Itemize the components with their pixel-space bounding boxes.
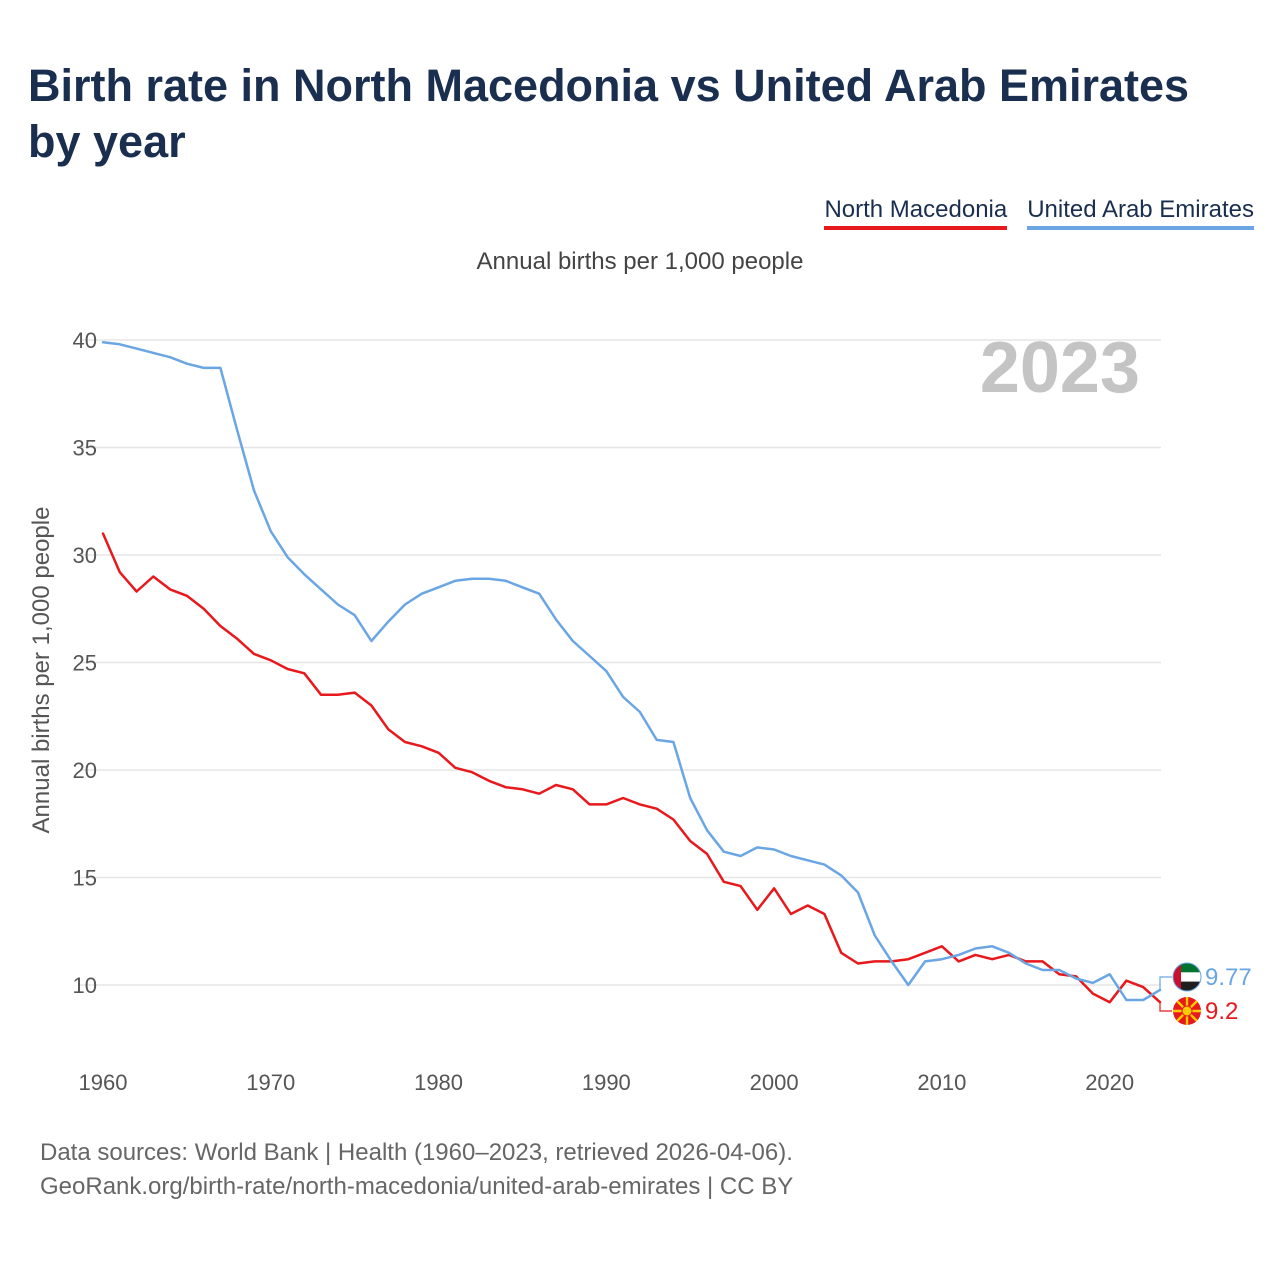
chart-subtitle: Annual births per 1,000 people <box>476 248 804 275</box>
gridlines <box>80 339 1161 986</box>
y-tick-label-25: 25 <box>73 651 97 676</box>
data-source-note: Data sources: World Bank | Health (1960–… <box>40 1139 793 1166</box>
y-tick-label-30: 30 <box>73 543 97 568</box>
x-tick-label-1970: 1970 <box>246 1070 295 1095</box>
y-axis-ticks: 10 15 20 25 30 35 40 <box>73 328 97 998</box>
series-line-north-macedonia <box>101 532 1162 1004</box>
y-tick-label-40: 40 <box>73 328 97 353</box>
series-line-united-arab-emirates <box>101 340 1162 1002</box>
year-watermark: 2023 <box>980 328 1140 408</box>
legend-item-north-macedonia[interactable]: North Macedonia <box>824 196 1008 230</box>
x-tick-label-2020: 2020 <box>1085 1070 1134 1095</box>
source-link[interactable]: GeoRank.org/birth-rate/north-macedonia/u… <box>40 1173 794 1200</box>
x-tick-label-2010: 2010 <box>917 1070 966 1095</box>
y-tick-label-15: 15 <box>73 866 97 891</box>
y-tick-label-35: 35 <box>73 436 97 461</box>
x-axis-ticks: 1960 1970 1980 1990 2000 2010 2020 <box>79 1070 1135 1095</box>
uae-flag-icon <box>1172 962 1202 992</box>
series-end-markers: 9.77 9.2 <box>1172 962 1252 1025</box>
y-tick-label-10: 10 <box>73 973 97 998</box>
chart-title: Birth rate in North Macedonia vs United … <box>28 60 1190 167</box>
x-tick-label-1980: 1980 <box>414 1070 463 1095</box>
end-label-united-arab-emirates: 9.77 <box>1205 964 1252 991</box>
series-lines <box>101 340 1172 1012</box>
x-tick-label-2000: 2000 <box>750 1070 799 1095</box>
legend: North Macedonia United Arab Emirates <box>824 196 1254 230</box>
north-macedonia-flag-icon <box>1173 997 1201 1025</box>
end-label-north-macedonia: 9.2 <box>1205 998 1238 1025</box>
x-tick-label-1960: 1960 <box>79 1070 128 1095</box>
y-tick-label-20: 20 <box>73 758 97 783</box>
leader-line-united-arab-emirates <box>1159 976 1172 990</box>
x-tick-label-1990: 1990 <box>582 1070 631 1095</box>
leader-line-north-macedonia <box>1159 1002 1172 1012</box>
legend-item-united-arab-emirates[interactable]: United Arab Emirates <box>1027 196 1254 230</box>
footer: Data sources: World Bank | Health (1960–… <box>40 1136 793 1204</box>
